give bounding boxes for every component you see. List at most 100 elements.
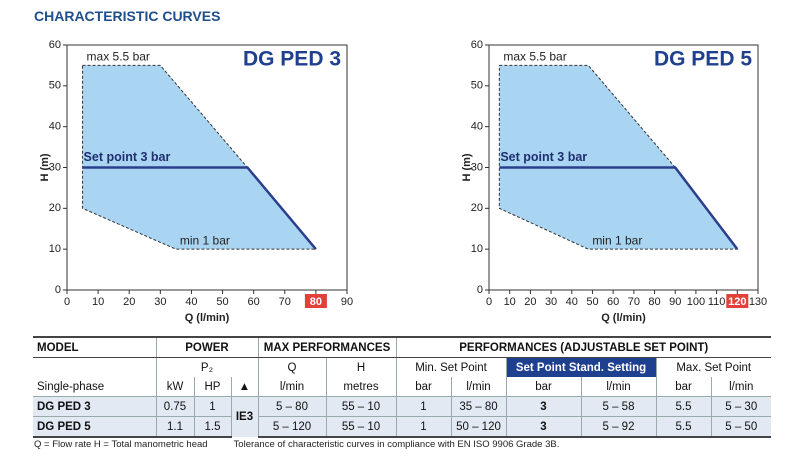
annotation: max 5.5 bar (503, 50, 566, 64)
th: Max. Set Point (655, 357, 771, 377)
x-tick-label: 130 (749, 296, 767, 308)
cell: DG PED 5 (33, 416, 156, 438)
x-tick-label: 20 (524, 296, 536, 308)
x-tick-label: 50 (586, 296, 598, 308)
th: H (325, 357, 396, 377)
cell: bar (395, 377, 451, 397)
th: POWER (155, 336, 258, 358)
cell: 5 – 30 (710, 396, 771, 417)
cell: 5 – 120 (257, 416, 326, 438)
x-tick-label: 90 (341, 296, 353, 308)
cell: 5 – 50 (710, 416, 771, 438)
cell: metres (325, 377, 396, 397)
cell: 35 – 80 (450, 396, 506, 417)
cell: bar (505, 377, 581, 397)
cell: 3 (505, 396, 581, 417)
th: Q (257, 357, 326, 377)
y-tick-label: 20 (471, 202, 483, 214)
th: MAX PERFORMANCES (257, 336, 396, 358)
cell: 0.75 (155, 396, 194, 417)
x-tick-label: 30 (545, 296, 557, 308)
x-tick-label: 70 (279, 296, 291, 308)
y-tick-label: 10 (471, 243, 483, 255)
y-axis-label: H (m) (461, 153, 473, 181)
x-axis-label: Q (l/min) (185, 312, 230, 324)
x-tick-label: 60 (248, 296, 260, 308)
th: Set Point Stand. Setting (505, 357, 656, 377)
x-tick-label: 20 (123, 296, 135, 308)
cell: l/min (450, 377, 506, 397)
footer-legend: Q = Flow rate H = Total manometric head (34, 439, 208, 450)
cell: 5.5 (655, 416, 711, 438)
cell: 1 (193, 396, 231, 417)
y-tick-label: 50 (471, 80, 483, 92)
x-tick-label: 90 (669, 296, 681, 308)
operating-area (82, 64, 317, 250)
cell: l/min (710, 377, 771, 397)
setpoint-line (499, 166, 739, 250)
x-tick-label: 40 (566, 296, 578, 308)
x-tick-label: 100 (687, 296, 705, 308)
x-tick-label: 40 (185, 296, 197, 308)
y-tick-label: 40 (471, 121, 483, 133)
chart-title: DG PED 3 (243, 48, 341, 71)
page-title: CHARACTERISTIC CURVES (34, 8, 221, 24)
cell: 55 – 10 (325, 416, 396, 438)
y-tick-label: 20 (49, 202, 61, 214)
x-tick-label: 50 (216, 296, 228, 308)
annotation: min 1 bar (592, 233, 642, 247)
cell: Single-phase (37, 380, 105, 393)
x-tick-label: 30 (154, 296, 166, 308)
y-axis-label: H (m) (39, 153, 51, 181)
cell: DG PED 3 (33, 396, 156, 417)
footer: Q = Flow rate H = Total manometric head T… (34, 439, 585, 450)
cell: bar (655, 377, 711, 397)
x-tick-label: 60 (607, 296, 619, 308)
chart-title: DG PED 5 (654, 48, 752, 71)
cell: l/min (580, 377, 656, 397)
cell: 1 (395, 416, 451, 438)
x-tick-label: 110 (708, 296, 726, 308)
cell: 1.5 (193, 416, 231, 438)
cell: kW (155, 377, 194, 397)
annotation: max 5.5 bar (87, 50, 150, 64)
cell: 5 – 58 (580, 396, 656, 417)
cell: 5.5 (655, 396, 711, 417)
y-tick-label: 0 (55, 284, 61, 296)
y-tick-label: 60 (49, 39, 61, 51)
y-tick-label: 60 (471, 39, 483, 51)
x-tick-label: 10 (92, 296, 104, 308)
footer-note: Tolerance of characteristic curves in co… (233, 439, 560, 450)
annotation: Set point 3 bar (84, 150, 171, 164)
cell: IE3 (230, 396, 258, 437)
y-tick-label: 10 (49, 243, 61, 255)
x-tick-label: 0 (64, 296, 70, 308)
annotation: min 1 bar (180, 233, 230, 247)
y-tick-label: 30 (471, 161, 483, 173)
cell: 1 (395, 396, 451, 417)
x-tick-label: 0 (486, 296, 492, 308)
spec-table: MODEL POWER MAX PERFORMANCES PERFORMANCE… (33, 336, 771, 438)
th: MODEL (33, 336, 156, 358)
th: PERFORMANCES (ADJUSTABLE SET POINT) (395, 336, 771, 358)
cell: 3 (505, 416, 581, 438)
cell: 5 – 92 (580, 416, 656, 438)
x-tick-highlight (304, 294, 327, 308)
cell: 50 – 120 (450, 416, 506, 438)
y-tick-label: 30 (49, 161, 61, 173)
th: P₂ (155, 357, 258, 377)
x-tick-label: 80 (310, 296, 322, 308)
cell: HP (193, 377, 231, 397)
x-tick-label: 10 (504, 296, 516, 308)
cell: 55 – 10 (325, 396, 396, 417)
cell: l/min (257, 377, 326, 397)
cell: 1.1 (155, 416, 194, 438)
annotation: Set point 3 bar (500, 150, 587, 164)
x-tick-label: 120 (728, 296, 746, 308)
setpoint-line (82, 166, 317, 250)
x-tick-highlight (726, 294, 749, 308)
x-axis-label: Q (l/min) (601, 312, 646, 324)
x-tick-label: 70 (628, 296, 640, 308)
th: Min. Set Point (395, 357, 506, 377)
